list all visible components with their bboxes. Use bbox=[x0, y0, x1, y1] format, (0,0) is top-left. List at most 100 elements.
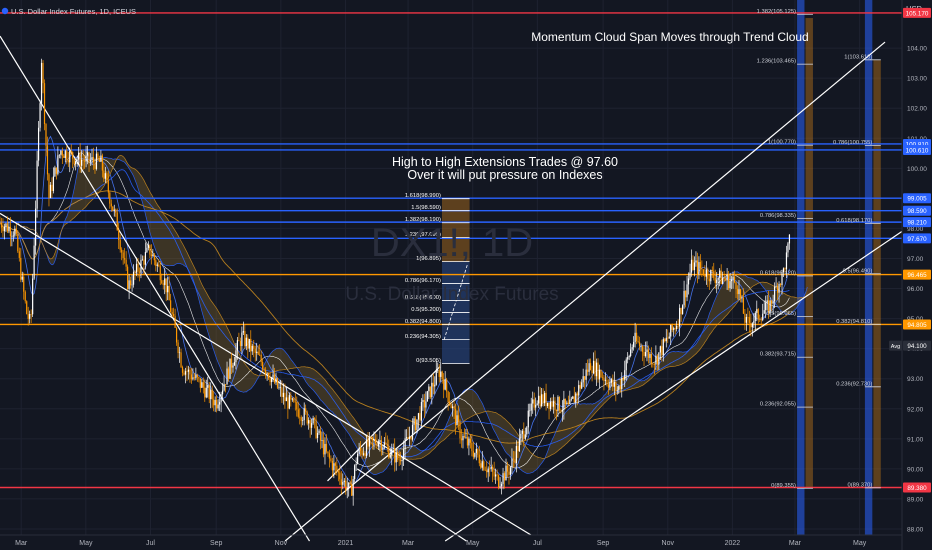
candle-body bbox=[127, 266, 129, 289]
candle-body bbox=[613, 381, 615, 387]
candle-body bbox=[371, 437, 374, 441]
candle-body bbox=[61, 150, 63, 156]
candle-body bbox=[630, 349, 632, 356]
candle-body bbox=[64, 150, 66, 158]
fib-left-label: 1.618(98.990) bbox=[405, 193, 441, 199]
candle-body bbox=[647, 349, 650, 358]
price-badge bbox=[903, 233, 931, 244]
candle-body bbox=[29, 314, 31, 319]
candle-body bbox=[95, 153, 98, 169]
candle-body bbox=[319, 430, 322, 441]
candle-body bbox=[336, 465, 338, 472]
candle-body bbox=[241, 332, 243, 347]
candle-body bbox=[315, 419, 317, 439]
candle-body bbox=[54, 167, 56, 177]
candle-body bbox=[456, 415, 458, 426]
candle-body bbox=[515, 446, 517, 464]
candle-body bbox=[164, 278, 166, 285]
price-badge-label: 97.670 bbox=[907, 236, 927, 243]
price-axis[interactable]: 88.0089.0090.0091.0092.0093.0094.0095.00… bbox=[907, 46, 927, 534]
candle-body bbox=[346, 487, 348, 491]
candle-body bbox=[661, 346, 663, 356]
candle-body bbox=[257, 351, 259, 355]
candle-body bbox=[119, 240, 121, 250]
candle-body bbox=[69, 150, 71, 163]
candle-body bbox=[523, 430, 525, 439]
candle-body bbox=[362, 453, 365, 455]
candle-body bbox=[325, 443, 328, 452]
x-tick-label: Sep bbox=[210, 540, 223, 547]
candle-body bbox=[781, 272, 783, 285]
candle-body bbox=[247, 337, 249, 349]
candle-body bbox=[147, 244, 149, 248]
ma-slow bbox=[0, 190, 790, 444]
candle-body bbox=[58, 154, 60, 156]
candle-body bbox=[199, 378, 201, 388]
fib-right-a-label: 1.236(103.465) bbox=[757, 59, 796, 65]
candle-body bbox=[587, 369, 589, 372]
candle-body bbox=[417, 413, 420, 420]
candle-body bbox=[214, 400, 216, 406]
candle-body bbox=[270, 377, 273, 383]
candle-body bbox=[759, 319, 761, 320]
candle-body bbox=[100, 155, 102, 162]
candle-body bbox=[554, 400, 556, 410]
candle-body bbox=[391, 448, 393, 456]
candle-body bbox=[205, 387, 207, 398]
candle-body bbox=[505, 465, 507, 481]
candle-body bbox=[202, 382, 204, 388]
candle-body bbox=[49, 184, 52, 199]
candle-body bbox=[98, 159, 101, 162]
candle-body bbox=[367, 439, 369, 447]
candle-body bbox=[579, 385, 581, 389]
candle-body bbox=[612, 379, 614, 387]
candle-body bbox=[566, 402, 568, 405]
candle-body bbox=[339, 472, 341, 480]
candle-body bbox=[683, 290, 685, 306]
candle-body bbox=[321, 439, 323, 441]
avg-label: Avg bbox=[891, 344, 900, 350]
x-tick-label: Mar bbox=[402, 540, 415, 547]
watermark-ticker: DX1!, 1D bbox=[371, 221, 533, 265]
candle-body bbox=[121, 249, 123, 253]
candle-body bbox=[380, 440, 382, 451]
candle-body bbox=[238, 340, 240, 342]
fib-right-b-label: 0(89.370) bbox=[847, 482, 872, 488]
candle-body bbox=[324, 443, 326, 455]
symbol-title[interactable]: U.S. Dollar Index Futures, 1D, ICEUS bbox=[11, 7, 136, 16]
candle-body bbox=[641, 346, 644, 352]
candle-body bbox=[627, 357, 629, 360]
candle-body bbox=[81, 159, 83, 166]
candle-body bbox=[671, 324, 673, 330]
time-axis[interactable]: Mar May Jul Sep Nov 2021 Mar May Jul Sep Nov 2022 Ma… bbox=[15, 540, 867, 547]
candle-body bbox=[91, 156, 93, 161]
candle-body bbox=[55, 167, 57, 174]
candle-body bbox=[492, 466, 494, 472]
candle-body bbox=[180, 352, 182, 368]
candle-body bbox=[227, 368, 230, 379]
candle-body bbox=[107, 180, 109, 193]
candle-body bbox=[598, 370, 601, 380]
candle-body bbox=[674, 328, 676, 330]
candle-body bbox=[306, 411, 308, 424]
candle-body bbox=[358, 448, 360, 454]
price-badge-label: 100.610 bbox=[906, 147, 929, 154]
candle-body bbox=[408, 436, 411, 439]
candle-body bbox=[560, 410, 562, 412]
fib-right-a-label: 0.236(92.055) bbox=[760, 402, 796, 408]
candle-body bbox=[714, 277, 716, 283]
fib-right-a-label: 1.382(105.125) bbox=[757, 9, 796, 15]
candle-body bbox=[333, 463, 335, 471]
candle-body bbox=[604, 379, 607, 381]
candle-body bbox=[747, 317, 749, 318]
candle-body bbox=[322, 439, 325, 455]
candle-body bbox=[527, 410, 529, 428]
candle-body bbox=[607, 384, 609, 388]
candle-body bbox=[441, 371, 443, 380]
candle-body bbox=[756, 309, 758, 313]
candle-body bbox=[716, 279, 718, 283]
x-tick-label: 2021 bbox=[338, 540, 354, 547]
candle-body bbox=[226, 368, 228, 385]
candle-body bbox=[486, 470, 488, 473]
